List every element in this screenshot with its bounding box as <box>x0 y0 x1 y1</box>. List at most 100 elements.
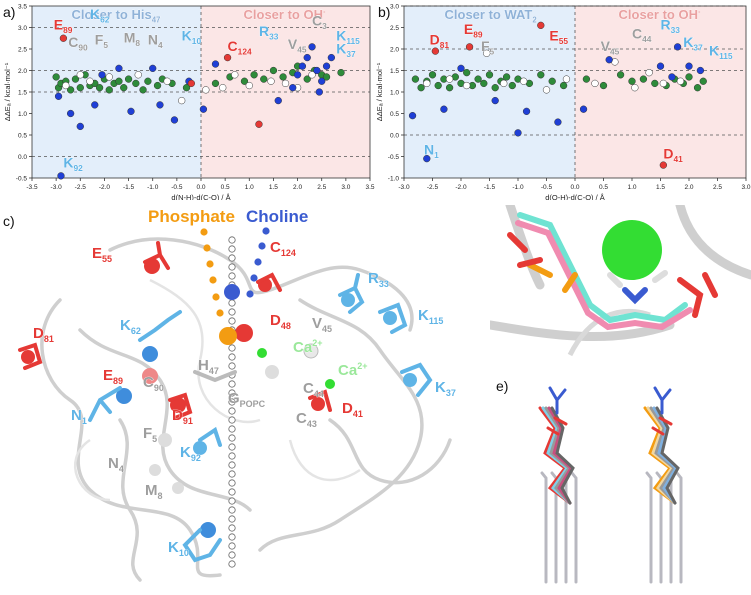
chart-b-scatter: -3.0 -2.5 -2.0 -1.5 -1.0 -0.5 0.0 0.5 1.0 1.5 2.0 2… <box>376 3 751 200</box>
structure-residue-label-base: V <box>312 315 322 332</box>
data-point-blue <box>656 62 665 70</box>
x-tick-label: -1.5 <box>484 184 496 191</box>
phosphate-dot <box>212 293 220 301</box>
structure-residue-label-base: G <box>228 390 240 407</box>
data-point-blue <box>127 107 135 115</box>
x-tick-label: 1.0 <box>245 184 254 191</box>
lipid-head-overlay <box>643 406 677 505</box>
phosphate-dot <box>203 244 211 252</box>
popc-dot <box>228 560 236 568</box>
x-tick-label: 2.5 <box>713 184 722 191</box>
structure-residue-label-sub: 55 <box>102 254 112 264</box>
data-point-white <box>62 81 70 90</box>
residue-label-base: N <box>424 141 434 157</box>
popc-dot <box>228 263 236 271</box>
popc-dot <box>228 299 236 307</box>
data-point-green <box>537 71 545 79</box>
data-point-white <box>163 77 171 85</box>
structure-residue-label-base: D <box>342 400 353 417</box>
structure-residue-label: N1 <box>71 407 87 426</box>
lipid-head-overlay <box>550 406 575 505</box>
popc-dot <box>228 245 236 253</box>
popc-dot <box>228 380 236 388</box>
residue-label-sub: 45 <box>297 45 307 55</box>
data-point-green <box>693 84 702 92</box>
x-tick-label: 3.0 <box>341 184 350 191</box>
data-point-green <box>463 69 471 77</box>
data-point-green <box>434 81 442 90</box>
data-point-white <box>308 71 316 79</box>
residue-label: F5 <box>95 32 109 51</box>
structure-residue-label: N4 <box>108 455 124 474</box>
popc-dot <box>228 470 236 478</box>
data-point-blue <box>293 71 302 79</box>
y-tick-label: 0.5 <box>18 132 27 139</box>
residue-label: C44 <box>632 25 652 44</box>
data-point-white <box>631 84 639 92</box>
data-point-green <box>322 73 331 81</box>
structure-residue-label-base: K <box>180 444 191 461</box>
data-point-green <box>105 86 113 94</box>
data-point-red <box>431 47 439 55</box>
structure-residue-label-sub: 47 <box>209 366 219 376</box>
structure-residue-label-sub: 90 <box>154 383 164 393</box>
residue-label-base: K <box>336 27 346 43</box>
y-tick-label: 2.5 <box>18 46 27 53</box>
data-point-white <box>423 79 431 88</box>
data-point-white <box>202 86 210 94</box>
region-right-title-sup: - <box>323 7 326 16</box>
residue-label-base: K <box>63 154 73 170</box>
x-tick-label: -3.0 <box>51 184 63 191</box>
popc-dot <box>228 389 236 397</box>
data-point-white <box>659 79 668 88</box>
residue-label-base: K <box>90 6 100 22</box>
data-point-blue <box>605 56 613 64</box>
x-tick-label: 0.0 <box>196 184 205 191</box>
data-point-green <box>279 73 287 81</box>
region-right <box>575 6 746 178</box>
x-tick-label: 3.0 <box>741 184 750 191</box>
structure-residue-label: F5 <box>143 425 157 444</box>
structure-residue-label: K10 <box>168 539 189 558</box>
data-point-blue <box>274 96 282 105</box>
x-tick-label: 1.5 <box>269 184 278 191</box>
region-right-title-sup: - <box>698 7 701 16</box>
y-tick-label: 1.5 <box>18 89 27 96</box>
x-tick-label: 1.0 <box>627 184 636 191</box>
popc-dot <box>228 461 236 469</box>
popc-dot <box>228 452 236 460</box>
panel-label-b: b) <box>378 4 391 20</box>
popc-dot <box>228 425 236 433</box>
y-tick-label: 3.5 <box>18 3 27 10</box>
data-point-green <box>139 86 147 94</box>
data-point-blue <box>156 101 164 109</box>
residue-spheres <box>21 258 417 538</box>
data-point-green <box>502 73 511 81</box>
structure-residue-label-sub: 44 <box>314 389 324 399</box>
residue-label-sub: 124 <box>238 47 252 57</box>
data-point-blue <box>668 73 676 81</box>
structure-residue-label-sup: 2+ <box>357 361 367 371</box>
data-point-blue <box>327 53 336 62</box>
residue-label-base: R <box>259 23 269 39</box>
data-point-white <box>267 77 275 85</box>
choline-dot <box>250 274 258 282</box>
region-left-title-sub: 2 <box>532 15 537 24</box>
popc-dot <box>228 533 236 541</box>
data-point-green <box>508 81 516 90</box>
data-point-green <box>211 79 220 88</box>
structure-residue-label-base: H <box>198 357 209 374</box>
data-point-blue <box>514 129 522 137</box>
structure-residue-label-sub: 91 <box>183 416 193 426</box>
residue-label: N1 <box>424 141 439 160</box>
structure-residue-label-sub: 37 <box>446 388 456 398</box>
data-point-blue <box>289 84 297 92</box>
x-tick-label: -2.0 <box>455 184 467 191</box>
structure-residue-label: K62 <box>120 317 141 336</box>
data-point-white <box>676 77 685 85</box>
residue-label-sub: 62 <box>100 14 110 24</box>
data-point-green <box>685 73 693 81</box>
data-point-green <box>182 84 191 92</box>
residue-label-sub: 90 <box>78 42 88 52</box>
